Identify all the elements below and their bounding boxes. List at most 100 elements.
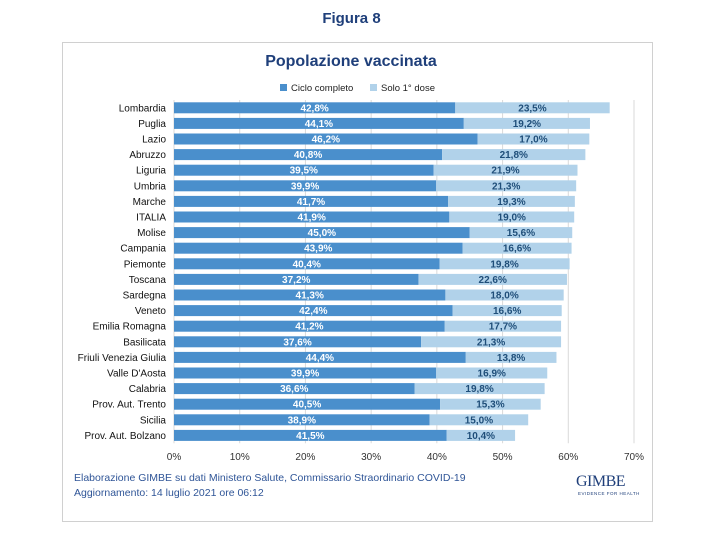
data-label-complete: 37,2% bbox=[282, 275, 310, 286]
data-label-complete: 39,5% bbox=[290, 166, 318, 177]
bar-ciclo-completo bbox=[174, 414, 430, 426]
category-label: Molise bbox=[137, 228, 166, 239]
data-label-complete: 37,6% bbox=[283, 337, 311, 348]
data-label-first-dose: 22,6% bbox=[479, 275, 507, 286]
x-tick-label: 0% bbox=[167, 452, 182, 463]
data-label-first-dose: 21,8% bbox=[500, 150, 528, 161]
bar-ciclo-completo bbox=[174, 164, 434, 176]
bar-ciclo-completo bbox=[174, 211, 450, 223]
legend-swatch-complete bbox=[280, 84, 287, 91]
x-tick-label: 50% bbox=[493, 452, 513, 463]
data-label-first-dose: 16,9% bbox=[478, 369, 506, 380]
category-label: Emilia Romagna bbox=[93, 322, 167, 333]
chart-title: Popolazione vaccinata bbox=[265, 53, 437, 70]
data-label-complete: 41,2% bbox=[295, 322, 323, 333]
data-label-first-dose: 19,2% bbox=[513, 119, 541, 130]
data-label-first-dose: 15,0% bbox=[465, 415, 493, 426]
category-label: Sicilia bbox=[140, 415, 167, 426]
x-tick-label: 10% bbox=[230, 452, 250, 463]
data-label-first-dose: 10,4% bbox=[467, 431, 495, 442]
data-label-complete: 44,1% bbox=[305, 119, 333, 130]
data-label-first-dose: 19,8% bbox=[465, 384, 493, 395]
category-label: Campania bbox=[120, 244, 166, 255]
category-label: Piemonte bbox=[124, 259, 167, 270]
x-tick-label: 30% bbox=[361, 452, 381, 463]
data-label-first-dose: 15,6% bbox=[507, 228, 535, 239]
x-tick-label: 60% bbox=[558, 452, 578, 463]
bar-solo-prima-dose bbox=[440, 398, 541, 410]
bar-ciclo-completo bbox=[174, 336, 422, 348]
category-label: Sardegna bbox=[123, 291, 167, 302]
bar-solo-prima-dose bbox=[452, 305, 562, 317]
bar-ciclo-completo bbox=[174, 305, 453, 317]
data-label-complete: 38,9% bbox=[288, 415, 316, 426]
data-label-first-dose: 18,0% bbox=[490, 291, 518, 302]
bar-solo-prima-dose bbox=[469, 227, 573, 239]
data-label-complete: 41,5% bbox=[296, 431, 324, 442]
bar-solo-prima-dose bbox=[465, 351, 557, 363]
data-label-first-dose: 17,0% bbox=[519, 135, 547, 146]
category-label: Veneto bbox=[135, 306, 167, 317]
data-label-complete: 41,7% bbox=[297, 197, 325, 208]
data-label-first-dose: 21,9% bbox=[491, 166, 519, 177]
legend-label-complete: Ciclo completo bbox=[291, 83, 353, 94]
data-label-complete: 40,4% bbox=[293, 259, 321, 270]
data-label-first-dose: 13,8% bbox=[497, 353, 525, 364]
category-label: Friuli Venezia Giulia bbox=[78, 353, 167, 364]
data-label-complete: 44,4% bbox=[306, 353, 334, 364]
category-label: Puglia bbox=[138, 119, 166, 130]
bar-ciclo-completo bbox=[174, 180, 437, 192]
bar-solo-prima-dose bbox=[477, 133, 590, 145]
bar-ciclo-completo bbox=[174, 273, 419, 285]
update-note: Aggiornamento: 14 luglio 2021 ore 06:12 bbox=[74, 487, 264, 499]
data-label-first-dose: 19,3% bbox=[497, 197, 525, 208]
data-label-complete: 36,6% bbox=[280, 384, 308, 395]
legend-label-first-dose: Solo 1° dose bbox=[381, 83, 435, 94]
bar-solo-prima-dose bbox=[414, 383, 545, 395]
bar-ciclo-completo bbox=[174, 351, 466, 363]
data-label-first-dose: 23,5% bbox=[518, 103, 546, 114]
source-note: Elaborazione GIMBE su dati Ministero Sal… bbox=[74, 472, 466, 484]
category-label: Toscana bbox=[129, 275, 167, 286]
bar-ciclo-completo bbox=[174, 367, 437, 379]
bar-ciclo-completo bbox=[174, 429, 447, 441]
data-label-complete: 41,9% bbox=[297, 213, 325, 224]
data-label-complete: 40,8% bbox=[294, 150, 322, 161]
bar-solo-prima-dose bbox=[439, 258, 570, 270]
bar-solo-prima-dose bbox=[462, 242, 572, 254]
data-label-complete: 43,9% bbox=[304, 244, 332, 255]
data-label-complete: 42,8% bbox=[300, 103, 328, 114]
category-label: Liguria bbox=[136, 166, 166, 177]
data-label-first-dose: 17,7% bbox=[489, 322, 517, 333]
data-label-complete: 41,3% bbox=[296, 291, 324, 302]
x-tick-label: 70% bbox=[624, 452, 644, 463]
bar-solo-prima-dose bbox=[421, 336, 562, 348]
bar-solo-prima-dose bbox=[444, 320, 562, 332]
category-label: Prov. Aut. Trento bbox=[92, 400, 166, 411]
bar-solo-prima-dose bbox=[446, 429, 516, 441]
bar-solo-prima-dose bbox=[449, 211, 575, 223]
bar-ciclo-completo bbox=[174, 320, 445, 332]
data-label-complete: 39,9% bbox=[291, 369, 319, 380]
data-label-complete: 46,2% bbox=[312, 135, 340, 146]
bar-ciclo-completo bbox=[174, 149, 443, 161]
bar-solo-prima-dose bbox=[455, 102, 610, 114]
bar-solo-prima-dose bbox=[445, 289, 564, 301]
chart-frame bbox=[62, 42, 653, 522]
category-label: Lazio bbox=[142, 135, 166, 146]
bar-ciclo-completo bbox=[174, 289, 446, 301]
gimbe-logo: GIMBE EVIDENCE FOR HEALTH bbox=[576, 473, 640, 496]
data-label-first-dose: 16,6% bbox=[493, 306, 521, 317]
category-label: Basilicata bbox=[123, 337, 166, 348]
bar-solo-prima-dose bbox=[442, 149, 586, 161]
bar-solo-prima-dose bbox=[448, 195, 575, 207]
data-label-complete: 39,9% bbox=[291, 181, 319, 192]
x-tick-label: 40% bbox=[427, 452, 447, 463]
bar-solo-prima-dose bbox=[436, 367, 548, 379]
category-label: Marche bbox=[133, 197, 167, 208]
category-label: Lombardia bbox=[119, 103, 167, 114]
category-label: Umbria bbox=[134, 181, 167, 192]
data-label-complete: 40,5% bbox=[293, 400, 321, 411]
bar-ciclo-completo bbox=[174, 383, 415, 395]
